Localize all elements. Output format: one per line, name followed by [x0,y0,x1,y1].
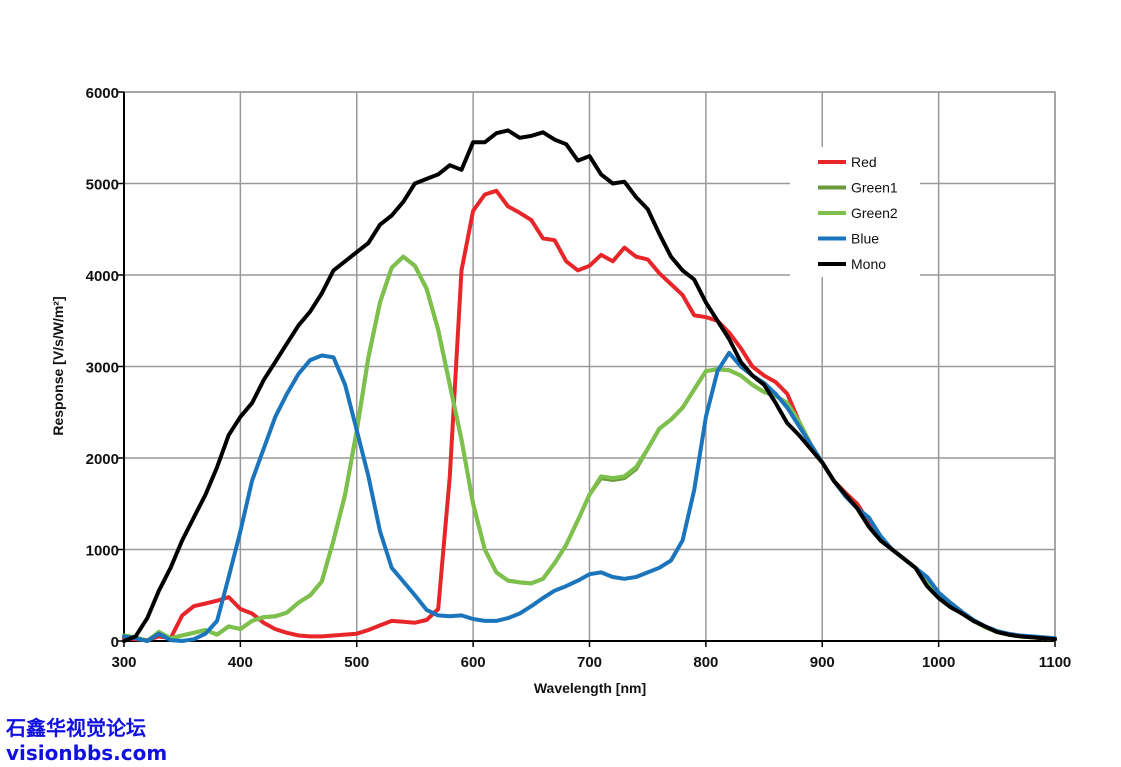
tick-labels: 300 400 500 600 700 800 900 1000 1100 0 1000 2000 30… [86,85,1072,671]
x-tick-label: 500 [344,654,369,671]
y-tick-label: 1000 [86,543,119,560]
x-tick-label: 700 [577,654,602,671]
y-tick-label: 3000 [86,360,119,377]
y-tick-label: 6000 [86,85,119,102]
x-tick-label: 600 [461,654,486,671]
x-tick-label: 400 [228,654,253,671]
y-axis-label: Response [V/s/W/m²] [50,296,66,435]
legend-label: Green1 [851,180,898,196]
y-tick-label: 0 [111,634,119,651]
y-tick-label: 2000 [86,451,119,468]
legend: Red Green1 Green2 Blue Mono [790,147,920,277]
x-tick-label: 900 [810,654,835,671]
legend-label: Green2 [851,205,898,221]
y-tick-label: 5000 [86,177,119,194]
x-tick-label: 1100 [1039,654,1072,671]
legend-label: Red [851,154,877,170]
x-tick-label: 800 [693,654,718,671]
x-tick-label: 300 [111,654,136,671]
legend-label: Mono [851,256,886,272]
x-tick-label: 1000 [922,654,955,671]
watermark-title: 石鑫华视觉论坛 [6,716,146,740]
series-lines [122,128,1057,643]
x-axis-label: Wavelength [nm] [534,680,646,696]
legend-label: Blue [851,231,879,247]
y-tick-label: 4000 [86,268,119,285]
watermark-url: visionbbs.com [6,741,168,765]
legend-box [790,147,920,277]
series-line-mono [122,128,1057,643]
